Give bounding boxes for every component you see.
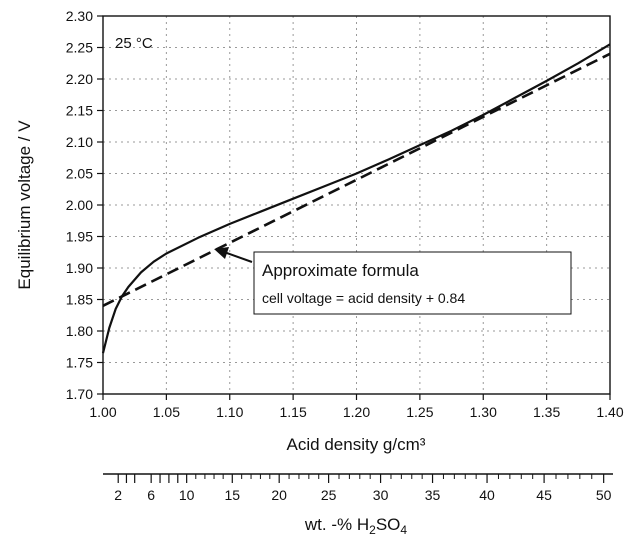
- y-axis-ticks: 1.70 1.75 1.80 1.85 1.90 1.95 2.00 2.05 2.10 2.15…: [66, 8, 103, 402]
- secondary-axis-title-sub1: 2: [369, 523, 376, 537]
- x-tick-label: 1.20: [343, 404, 370, 420]
- x-tick-label: 1.05: [153, 404, 180, 420]
- annotation-arrow: [214, 247, 253, 263]
- x-axis-title: Acid density g/cm³: [287, 435, 426, 454]
- y-tick-label: 1.85: [66, 292, 93, 308]
- grid-lines: [103, 16, 610, 394]
- equilibrium-voltage-line: [101, 43, 611, 354]
- secondary-axis-title-prefix: wt. -% H: [304, 515, 369, 534]
- secondary-axis-title: wt. -% H2SO4: [304, 515, 407, 537]
- x-tick-label: 1.40: [596, 404, 623, 420]
- y-tick-label: 2.20: [66, 71, 93, 87]
- secondary-tick-label: 6: [147, 487, 155, 503]
- temperature-label: 25 °C: [115, 35, 153, 52]
- secondary-tick-label: 15: [224, 487, 240, 503]
- y-tick-label: 2.10: [66, 134, 93, 150]
- x-tick-label: 1.30: [470, 404, 497, 420]
- secondary-tick-label: 25: [321, 487, 337, 503]
- x-tick-label: 1.35: [533, 404, 560, 420]
- secondary-tick-label: 50: [596, 487, 612, 503]
- x-tick-label: 1.15: [280, 404, 307, 420]
- formula-box-title: Approximate formula: [262, 261, 419, 280]
- y-tick-label: 2.15: [66, 103, 93, 119]
- y-tick-label: 2.30: [66, 8, 93, 24]
- y-tick-label: 2.00: [66, 197, 93, 213]
- y-tick-label: 2.05: [66, 166, 93, 182]
- formula-box-formula: cell voltage = acid density + 0.84: [262, 290, 465, 306]
- approximate-formula-line: [102, 52, 611, 307]
- secondary-tick-label: 20: [271, 487, 287, 503]
- secondary-axis-title-mid: SO: [376, 515, 401, 534]
- series-layer: [101, 43, 611, 354]
- secondary-axis-title-sub2: 4: [400, 523, 407, 537]
- x-tick-label: 1.10: [216, 404, 243, 420]
- y-tick-label: 1.90: [66, 260, 93, 276]
- secondary-axis-ticks: 2 6 10 15 20 25 30 35 40 45 50: [114, 474, 612, 503]
- y-tick-label: 1.75: [66, 355, 93, 371]
- secondary-tick-label: 35: [425, 487, 441, 503]
- x-axis-ticks: 1.00 1.05 1.10 1.15 1.20 1.25 1.30 1.35 1.40: [89, 394, 624, 420]
- y-axis-title: Equilibrium voltage / V: [15, 120, 34, 290]
- x-tick-label: 1.25: [406, 404, 433, 420]
- y-tick-label: 1.95: [66, 229, 93, 245]
- secondary-tick-label: 40: [479, 487, 495, 503]
- secondary-tick-label: 45: [536, 487, 552, 503]
- y-tick-label: 1.70: [66, 386, 93, 402]
- secondary-tick-label: 30: [373, 487, 389, 503]
- y-tick-label: 2.25: [66, 40, 93, 56]
- formula-box: [253, 251, 572, 315]
- x-tick-label: 1.00: [89, 404, 116, 420]
- secondary-axis: 2 6 10 15 20 25 30 35 40 45 50 wt. -% H2SO4: [103, 473, 613, 537]
- secondary-tick-label: 10: [179, 487, 195, 503]
- secondary-tick-label: 2: [114, 487, 122, 503]
- y-tick-label: 1.80: [66, 323, 93, 339]
